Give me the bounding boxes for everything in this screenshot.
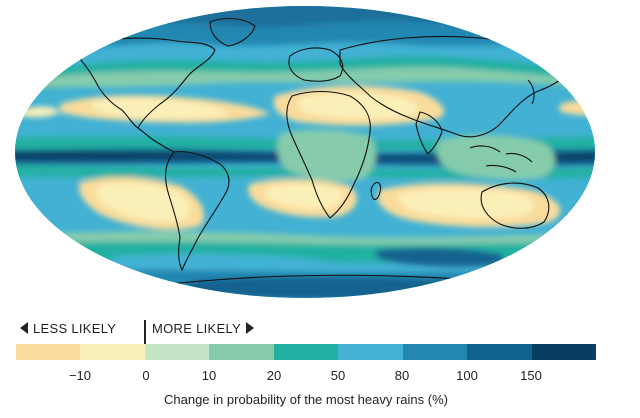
color-bin xyxy=(402,344,468,360)
asia-outline xyxy=(339,35,573,138)
color-bin xyxy=(80,344,145,360)
greenland-outline xyxy=(209,17,256,47)
continent-outlines xyxy=(69,17,581,298)
india-outline xyxy=(415,111,443,155)
new-zealand-outline xyxy=(559,225,567,247)
world-precipitation-map xyxy=(15,6,595,298)
tick-label: 80 xyxy=(394,368,410,383)
zero-divider xyxy=(144,320,146,360)
tick-label: 20 xyxy=(266,368,282,383)
color-bin xyxy=(338,344,403,360)
triangle-right-icon xyxy=(246,322,255,334)
south-america-outline xyxy=(164,151,230,271)
less-likely-label: LESS LIKELY xyxy=(20,321,116,336)
more-likely-label: MORE LIKELY xyxy=(152,321,255,336)
color-bin xyxy=(144,344,210,360)
africa-outline xyxy=(286,90,371,219)
color-bin xyxy=(531,344,596,360)
color-bin xyxy=(209,344,274,360)
color-bin xyxy=(273,344,339,360)
north-america-outline xyxy=(69,37,216,129)
madagascar-outline xyxy=(370,181,382,201)
probability-field xyxy=(15,6,595,298)
color-bin xyxy=(467,344,532,360)
tick-label: 100 xyxy=(456,368,478,383)
color-scale-bar xyxy=(16,344,596,360)
tick-label: −10 xyxy=(68,368,92,383)
triangle-left-icon xyxy=(20,322,28,334)
tick-label: 10 xyxy=(201,368,217,383)
color-bin xyxy=(16,344,81,360)
central-america-outline xyxy=(137,127,175,153)
europe-outline xyxy=(288,47,344,82)
australia-outline xyxy=(480,182,550,229)
tick-label: 50 xyxy=(330,368,346,383)
tick-label: 0 xyxy=(142,368,150,383)
southeast-asia-islands-outline xyxy=(469,145,533,173)
japan-outline xyxy=(527,79,535,105)
legend-caption: Change in probability of the most heavy … xyxy=(164,392,448,407)
tick-label: 150 xyxy=(520,368,542,383)
